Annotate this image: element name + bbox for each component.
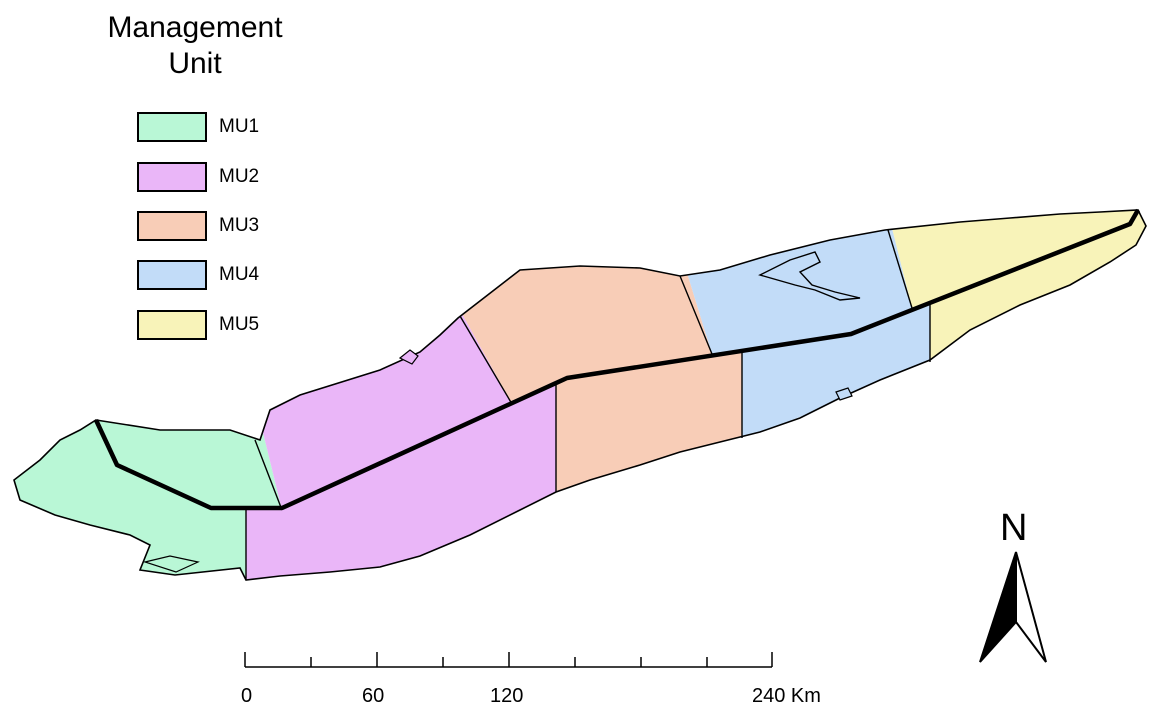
legend-label-mu3: MU3 — [219, 215, 260, 236]
north-arrow-left-half — [979, 551, 1017, 663]
unit-boundaries — [245, 229, 931, 580]
scale-label-0: 0 — [241, 685, 252, 707]
north-arrow-letter: N — [1000, 507, 1027, 549]
legend-swatch-mu1 — [137, 112, 207, 142]
boundary-mu3-mu4-north — [679, 275, 713, 355]
scale-label-60: 60 — [362, 685, 384, 707]
island-small-mu2 — [398, 349, 419, 365]
legend-swatch-mu2 — [137, 162, 207, 192]
north-arrow-right-half — [1015, 551, 1047, 663]
legend-item-mu4: MU4 — [137, 258, 259, 292]
legend-title-line2: Unit — [168, 47, 222, 80]
legend-item-mu2: MU2 — [137, 160, 259, 194]
scale-bar — [244, 652, 773, 668]
legend-item-mu3: MU3 — [137, 209, 259, 243]
legend-item-mu5: MU5 — [137, 308, 259, 342]
legend-label-mu5: MU5 — [219, 314, 260, 335]
peninsula-north-shore — [758, 251, 861, 301]
management-unit-fills — [14, 210, 1146, 580]
international-border — [93, 208, 1140, 511]
legend-swatch-mu3 — [137, 211, 207, 241]
legend-label-mu4: MU4 — [219, 264, 260, 285]
legend-title-line1: Management — [107, 11, 283, 44]
legend-swatch-mu4 — [137, 260, 207, 290]
legend-item-mu1: MU1 — [137, 110, 259, 144]
legend-title: Management Unit — [70, 10, 320, 82]
island-small-mu4 — [835, 387, 853, 401]
scale-label-120: 120 — [490, 685, 523, 707]
island-west-basin — [142, 555, 200, 573]
legend-label-mu2: MU2 — [219, 166, 260, 187]
legend-swatch-mu5 — [137, 310, 207, 340]
scale-label-240-km: 240 Km — [752, 685, 821, 707]
north-arrow-icon: N — [979, 507, 1047, 663]
boundary-mu1-mu2-north — [254, 439, 283, 511]
boundary-mu4-mu5-north — [887, 229, 913, 309]
boundary-mu2-mu3-north — [459, 315, 513, 405]
legend-label-mu1: MU1 — [219, 116, 260, 137]
